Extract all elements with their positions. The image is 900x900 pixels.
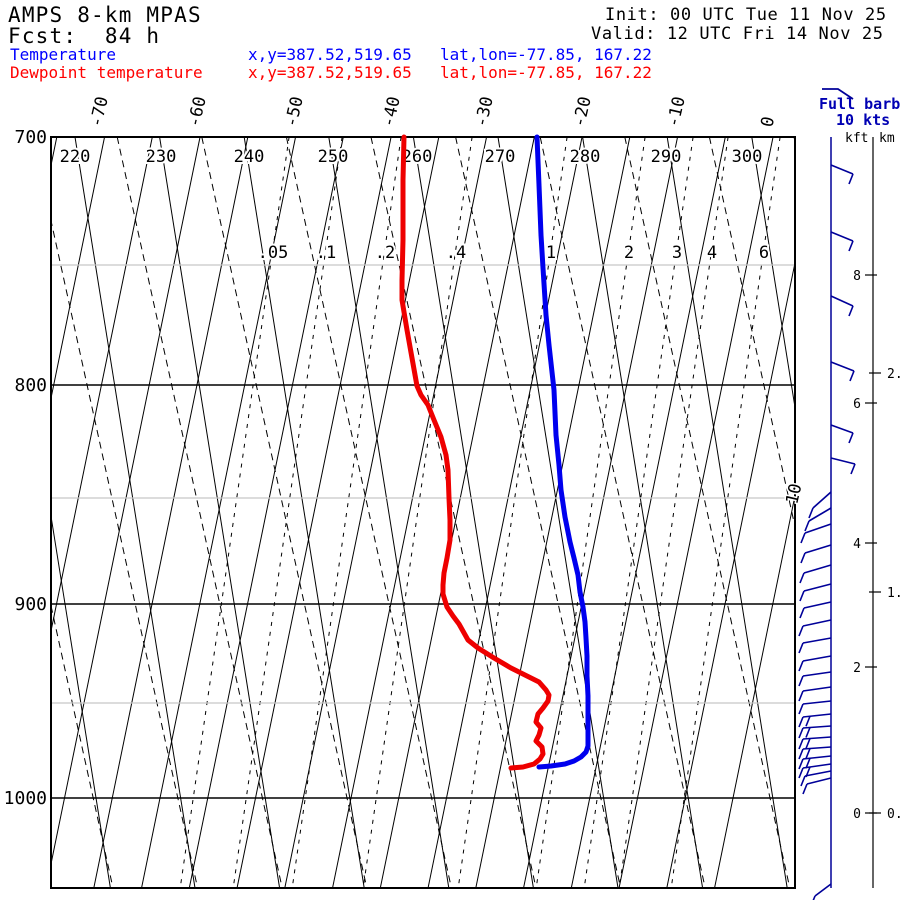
barb-key-line1: Full barb:: [819, 95, 900, 113]
svg-text:240: 240: [234, 147, 265, 167]
wind-barb-column: [798, 137, 856, 900]
svg-text:0.: 0.: [887, 807, 900, 822]
svg-text:-10: -10: [663, 95, 689, 129]
barb-key-line2: 10 kts: [836, 111, 891, 129]
svg-text:800: 800: [14, 375, 47, 396]
svg-text:6: 6: [853, 397, 861, 412]
svg-text:300: 300: [732, 147, 763, 167]
model-title: AMPS 8-km MPAS: [8, 3, 202, 27]
svg-text:.4: .4: [446, 243, 466, 263]
svg-text:1000: 1000: [4, 788, 47, 809]
dewpoint-trace: [399, 134, 552, 771]
forecast-hour: Fcst: 84 h: [8, 24, 161, 48]
mixing-ratio-labels: .05 .1 .2 .4 1 2 3 4 6: [256, 241, 771, 265]
svg-text:220: 220: [60, 147, 91, 167]
legend-dewpoint-label: Dewpoint temperature: [10, 63, 203, 82]
svg-text:6: 6: [759, 243, 769, 263]
svg-text:2: 2: [624, 243, 634, 263]
svg-text:1.: 1.: [887, 586, 900, 601]
svg-text:3: 3: [672, 243, 682, 263]
svg-text:0: 0: [757, 115, 779, 129]
svg-text:230: 230: [146, 147, 177, 167]
svg-text:290: 290: [651, 147, 682, 167]
svg-text:1: 1: [546, 243, 556, 263]
svg-text:270: 270: [485, 147, 516, 167]
plot-border: [50, 136, 796, 889]
svg-text:.2: .2: [375, 243, 395, 263]
theta-labels: 220 230 240 250 260 270 280 290 300: [58, 145, 765, 169]
svg-text:0: 0: [853, 807, 861, 822]
svg-text:.1: .1: [316, 243, 336, 263]
isotherm-10-label: 10: [781, 480, 808, 507]
svg-text:kft: kft: [845, 131, 868, 146]
legend-dewpoint-xy: x,y=387.52,519.65: [248, 63, 412, 82]
svg-text:280: 280: [570, 147, 601, 167]
barb-key-glyph: [822, 88, 854, 100]
svg-text:900: 900: [14, 594, 47, 615]
legend-temperature-latlon: lat,lon=-77.85, 167.22: [440, 45, 652, 64]
svg-text:4: 4: [853, 537, 861, 552]
svg-text:-40: -40: [378, 95, 404, 129]
svg-text:2: 2: [853, 661, 861, 676]
top-temperature-labels: -70 -60 -50 -40 -30 -20 -10 0: [86, 95, 779, 129]
legend-temperature-label: Temperature: [10, 45, 116, 64]
legend-dewpoint-latlon: lat,lon=-77.85, 167.22: [440, 63, 652, 82]
background-line-families: [51, 137, 795, 888]
svg-text:-20: -20: [569, 95, 595, 129]
svg-text:-70: -70: [86, 95, 112, 129]
temperature-trace: [534, 134, 591, 770]
svg-text:250: 250: [318, 147, 349, 167]
legend-temperature-xy: x,y=387.52,519.65: [248, 45, 412, 64]
svg-text:10: 10: [782, 482, 806, 506]
pressure-axis-labels: 700 800 900 1000: [4, 127, 47, 809]
svg-text:260: 260: [402, 147, 433, 167]
svg-text:-50: -50: [281, 95, 307, 129]
svg-text:2.: 2.: [887, 367, 900, 382]
pressure-gridlines: [51, 264, 795, 799]
init-time: Init: 00 UTC Tue 11 Nov 25: [605, 5, 887, 25]
svg-text:8: 8: [853, 269, 861, 284]
svg-text:700: 700: [14, 127, 47, 148]
svg-text:.05: .05: [258, 243, 289, 263]
svg-text:-30: -30: [471, 95, 497, 129]
svg-text:km: km: [879, 131, 895, 146]
valid-time: Valid: 12 UTC Fri 14 Nov 25: [591, 24, 884, 44]
svg-text:-60: -60: [184, 95, 210, 129]
svg-text:4: 4: [707, 243, 717, 263]
